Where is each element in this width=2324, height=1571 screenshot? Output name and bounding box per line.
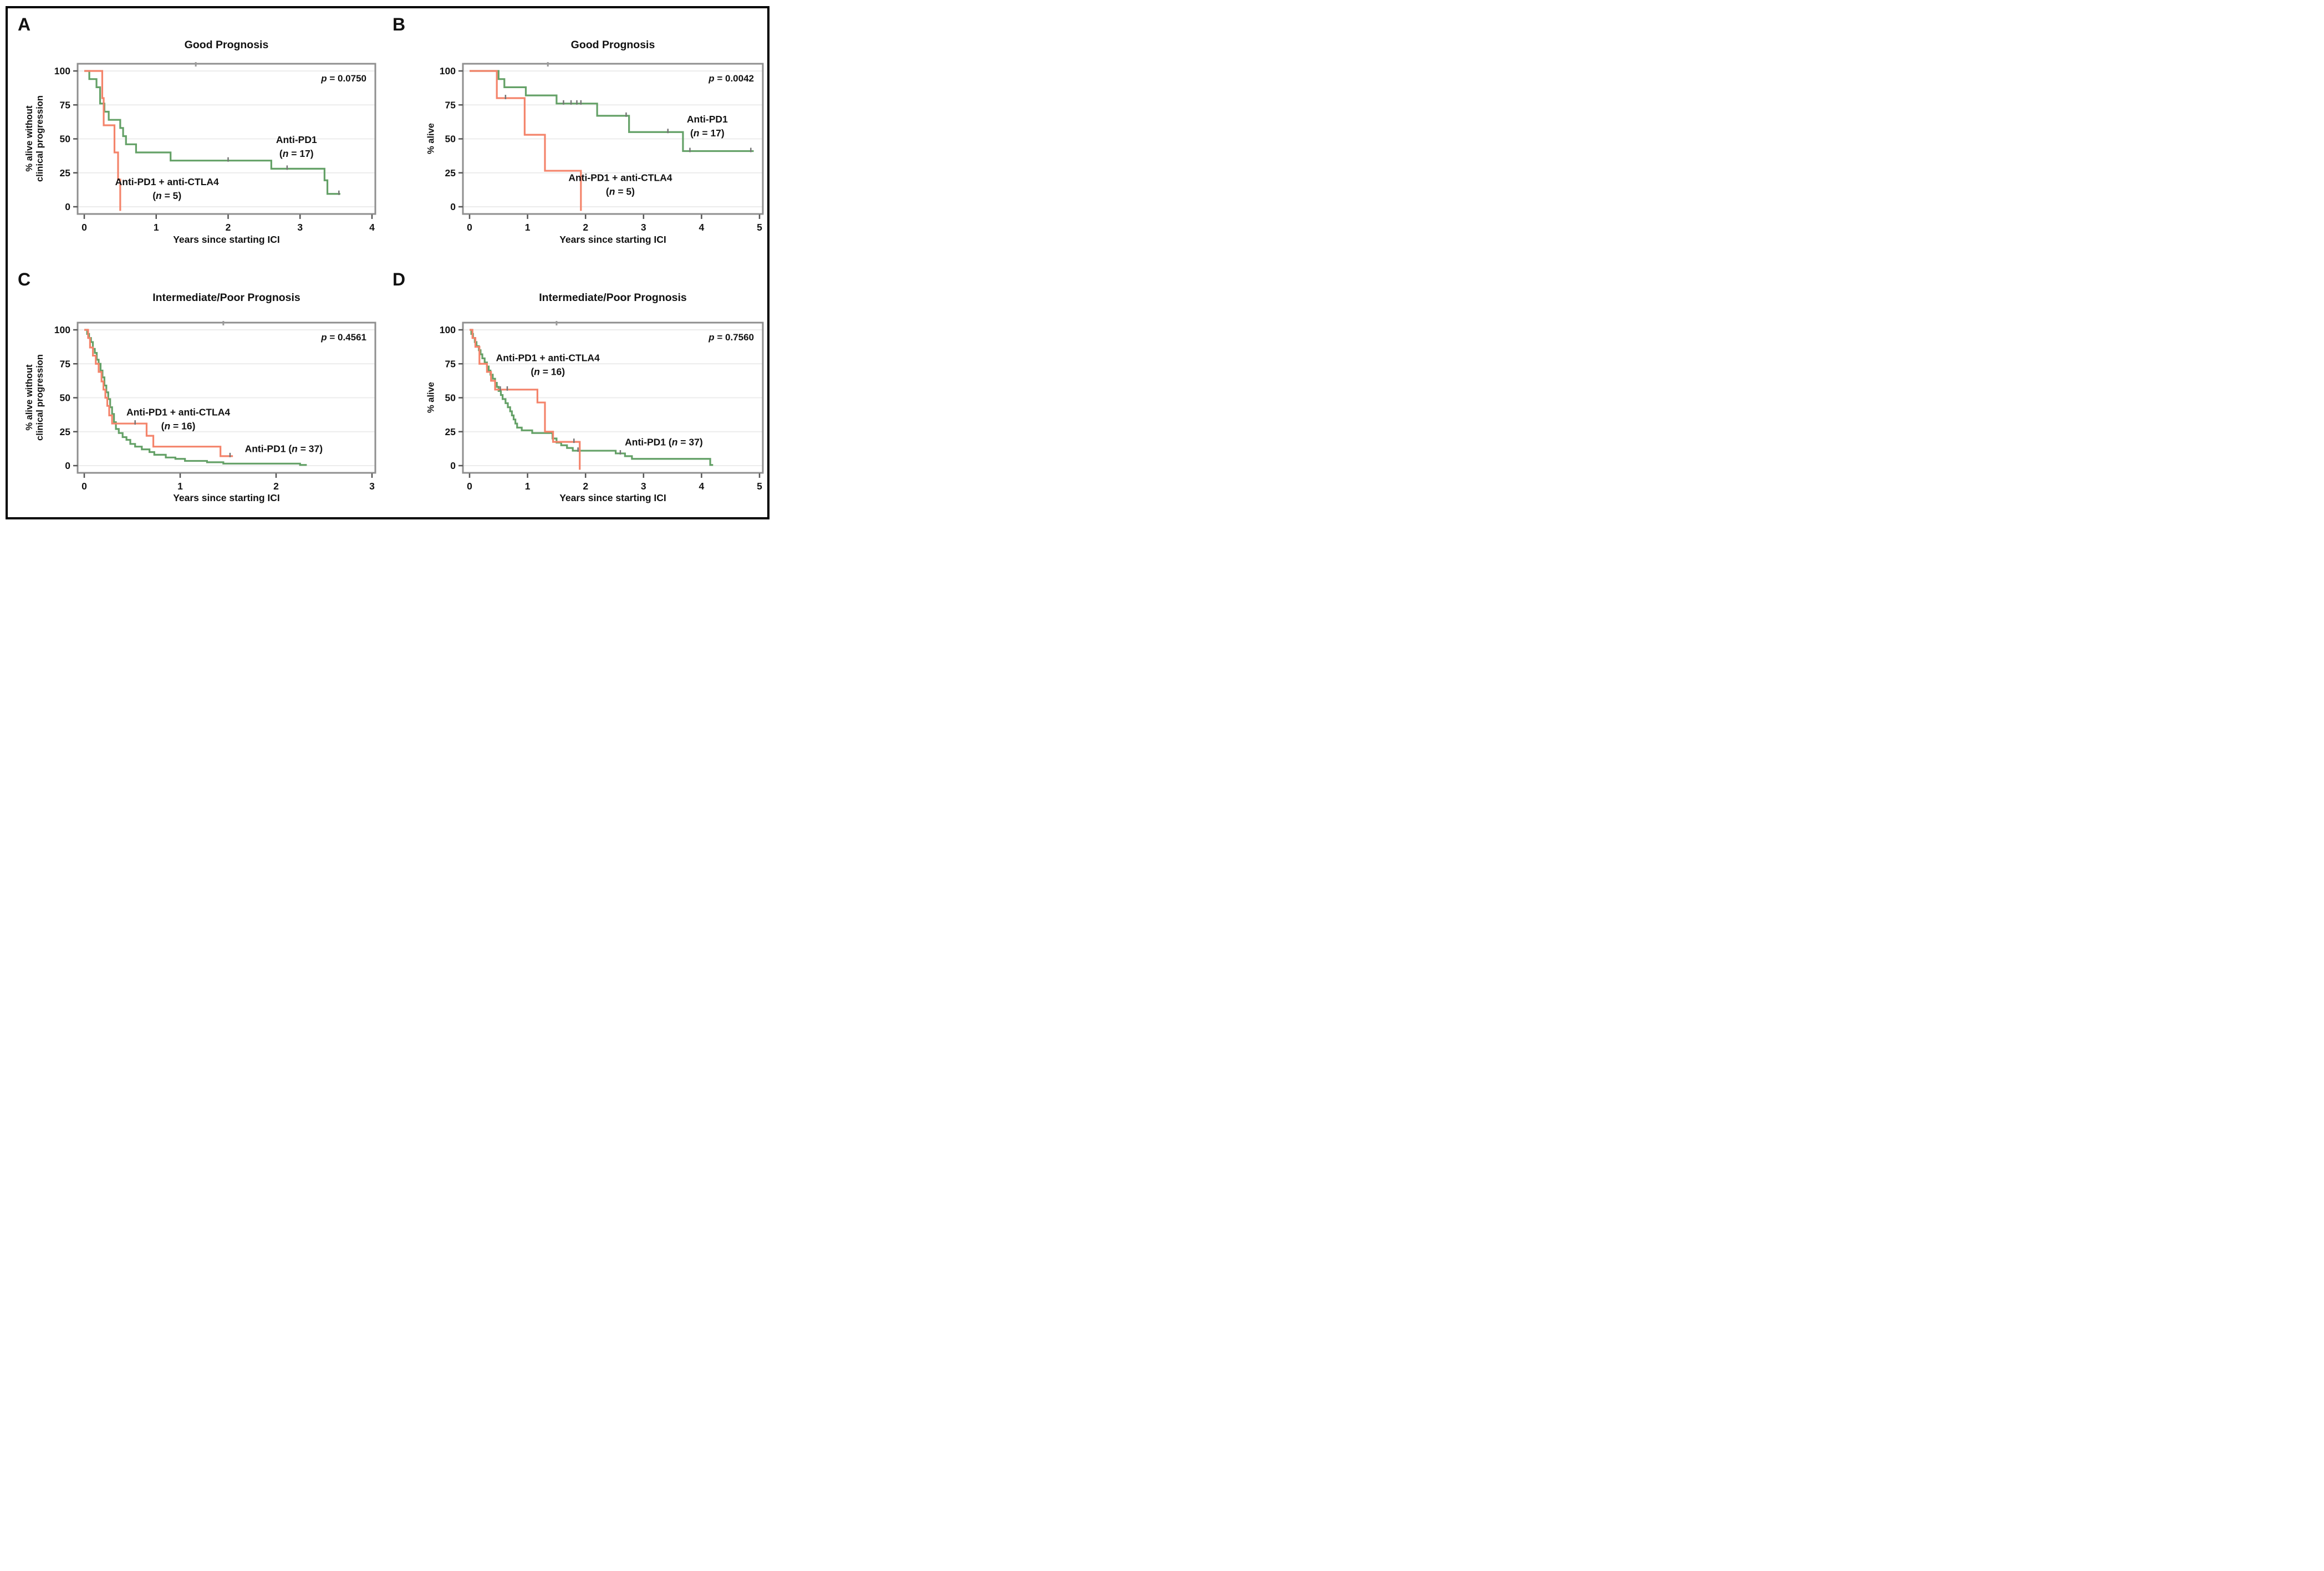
series-n-label: (n = 16) xyxy=(161,420,196,431)
svg-text:1: 1 xyxy=(525,481,531,492)
svg-text:1: 1 xyxy=(177,481,183,492)
svg-text:0: 0 xyxy=(450,460,456,471)
p-symbol: p xyxy=(709,73,715,84)
p-value: p = 0.0042 xyxy=(463,73,754,84)
x-axis-label: Years since starting ICI xyxy=(559,234,666,245)
km-curve-anti-pd1-anti-ctla4 xyxy=(84,329,233,457)
svg-text:0: 0 xyxy=(65,460,70,471)
x-axis-label: Years since starting ICI xyxy=(173,492,280,503)
panel-letter-b: B xyxy=(393,14,406,34)
p-value: p = 0.4561 xyxy=(78,332,366,343)
panel-a-good-prognosis-pfs: A Good Prognosis % alive without clinica… xyxy=(17,11,389,263)
svg-text:100: 100 xyxy=(440,324,456,335)
p-value-number: = 0.0042 xyxy=(714,73,754,84)
p-value: p = 0.0750 xyxy=(78,73,366,84)
svg-text:3: 3 xyxy=(369,481,375,492)
p-symbol: p xyxy=(321,332,327,343)
svg-text:100: 100 xyxy=(54,65,70,76)
svg-text:5: 5 xyxy=(757,481,762,492)
svg-text:1: 1 xyxy=(154,222,159,233)
series-label: Anti-PD1 + anti-CTLA4 xyxy=(496,352,600,363)
series-n-label: (n = 17) xyxy=(279,148,314,159)
svg-text:4: 4 xyxy=(699,481,705,492)
p-value: p = 0.7560 xyxy=(463,332,754,343)
svg-text:3: 3 xyxy=(641,222,646,233)
p-symbol: p xyxy=(321,73,327,84)
x-axis-label: Years since starting ICI xyxy=(173,234,280,245)
km-curve-anti-pd1-anti-ctla4 xyxy=(470,329,581,470)
panel-letter-c: C xyxy=(18,269,32,289)
svg-text:75: 75 xyxy=(60,99,71,110)
svg-text:1: 1 xyxy=(525,222,531,233)
svg-text:0: 0 xyxy=(467,481,472,492)
svg-text:50: 50 xyxy=(60,392,71,404)
svg-text:3: 3 xyxy=(297,222,303,233)
svg-text:25: 25 xyxy=(445,426,456,437)
svg-text:100: 100 xyxy=(440,65,456,76)
km-chart-panel-a: 0 1 2 3 4 0 25 50 75 100 Anti-PD1 (n = 17) Anti-PD1 … xyxy=(54,62,376,233)
series-n-label: (n = 5) xyxy=(606,186,635,197)
p-value-number: = 0.7560 xyxy=(714,332,754,343)
series-label: Anti-PD1 + anti-CTLA4 xyxy=(568,172,672,183)
p-value-number: = 0.4561 xyxy=(327,332,366,343)
svg-text:75: 75 xyxy=(445,358,456,369)
km-curve-anti-pd1 xyxy=(470,329,713,466)
p-value-number: = 0.0750 xyxy=(327,73,366,84)
svg-text:75: 75 xyxy=(60,358,71,369)
p-symbol: p xyxy=(709,332,715,343)
km-curve-anti-pd1 xyxy=(84,329,307,466)
panel-c-intpoor-prognosis-pfs: C Intermediate/Poor Prognosis % alive wi… xyxy=(17,269,389,524)
svg-text:0: 0 xyxy=(467,222,472,233)
km-curve-anti-pd1-anti-ctla4 xyxy=(470,70,582,211)
panel-title: Good Prognosis xyxy=(570,39,655,51)
svg-text:50: 50 xyxy=(60,134,71,145)
series-label: Anti-PD1 + anti-CTLA4 xyxy=(115,176,219,187)
svg-text:25: 25 xyxy=(445,167,456,178)
series-label: Anti-PD1 (n = 37) xyxy=(625,436,703,447)
series-label: Anti-PD1 xyxy=(687,114,728,125)
svg-text:100: 100 xyxy=(54,324,70,335)
km-chart-panel-c: 0 1 2 3 0 25 50 75 100 Anti-PD1 + anti-CTLA4 (n = … xyxy=(54,321,376,492)
km-curve-anti-pd1-anti-ctla4 xyxy=(84,70,121,211)
svg-text:3: 3 xyxy=(641,481,646,492)
series-n-label: (n = 16) xyxy=(531,366,565,377)
panel-b-good-prognosis-os: B Good Prognosis % alive 0 1 2 3 4 5 0 25 50 75 10… xyxy=(391,11,764,263)
series-label: Anti-PD1 + anti-CTLA4 xyxy=(126,406,230,417)
svg-text:4: 4 xyxy=(369,222,375,233)
svg-text:4: 4 xyxy=(699,222,705,233)
svg-text:2: 2 xyxy=(583,481,588,492)
series-n-label: (n = 5) xyxy=(152,190,181,201)
svg-text:50: 50 xyxy=(445,134,456,145)
svg-text:5: 5 xyxy=(757,222,762,233)
svg-text:25: 25 xyxy=(60,167,71,178)
series-n-label: (n = 17) xyxy=(690,127,725,139)
svg-text:0: 0 xyxy=(81,481,87,492)
series-label: Anti-PD1 (n = 37) xyxy=(245,443,323,455)
svg-text:75: 75 xyxy=(445,99,456,110)
svg-text:0: 0 xyxy=(65,201,70,212)
panel-title: Good Prognosis xyxy=(184,39,269,51)
panel-letter-d: D xyxy=(393,269,406,289)
panel-title: Intermediate/Poor Prognosis xyxy=(539,292,687,304)
series-label: Anti-PD1 xyxy=(276,134,317,145)
km-curve-anti-pd1 xyxy=(84,70,340,195)
svg-text:2: 2 xyxy=(226,222,231,233)
km-curve-anti-pd1 xyxy=(470,70,754,152)
svg-text:2: 2 xyxy=(583,222,588,233)
svg-text:0: 0 xyxy=(81,222,87,233)
svg-text:50: 50 xyxy=(445,392,456,404)
figure-border xyxy=(6,6,769,519)
panel-letter-a: A xyxy=(18,14,32,34)
svg-text:0: 0 xyxy=(450,201,456,212)
x-axis-label: Years since starting ICI xyxy=(559,492,666,503)
panel-title: Intermediate/Poor Prognosis xyxy=(152,292,300,304)
svg-text:25: 25 xyxy=(60,426,71,437)
svg-text:2: 2 xyxy=(273,481,279,492)
figure-page: { "style":{ "background":"#ffffff","bord… xyxy=(0,0,775,524)
